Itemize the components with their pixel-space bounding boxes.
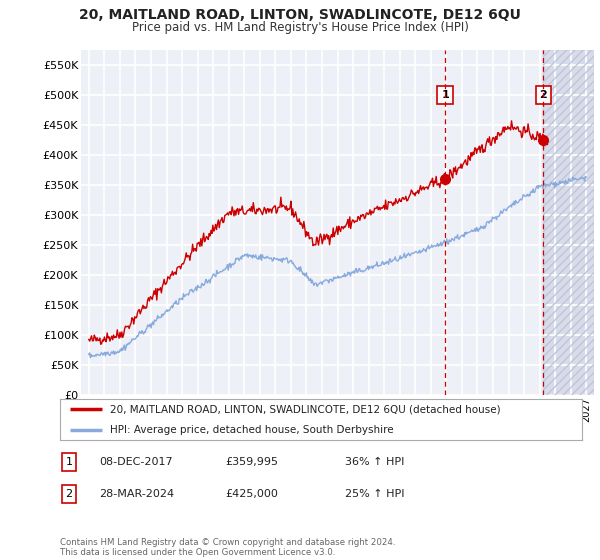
Text: 1: 1 (441, 90, 449, 100)
Text: £425,000: £425,000 (225, 489, 278, 499)
Text: Price paid vs. HM Land Registry's House Price Index (HPI): Price paid vs. HM Land Registry's House … (131, 21, 469, 34)
Text: 25% ↑ HPI: 25% ↑ HPI (345, 489, 404, 499)
Text: 2: 2 (65, 489, 73, 499)
Text: 36% ↑ HPI: 36% ↑ HPI (345, 457, 404, 467)
Text: 08-DEC-2017: 08-DEC-2017 (99, 457, 173, 467)
Text: Contains HM Land Registry data © Crown copyright and database right 2024.
This d: Contains HM Land Registry data © Crown c… (60, 538, 395, 557)
Bar (544, 50, 594, 395)
Text: £359,995: £359,995 (225, 457, 278, 467)
Bar (544, 50, 594, 395)
Text: 20, MAITLAND ROAD, LINTON, SWADLINCOTE, DE12 6QU: 20, MAITLAND ROAD, LINTON, SWADLINCOTE, … (79, 8, 521, 22)
Text: 20, MAITLAND ROAD, LINTON, SWADLINCOTE, DE12 6QU (detached house): 20, MAITLAND ROAD, LINTON, SWADLINCOTE, … (110, 404, 500, 414)
Text: 2: 2 (539, 90, 547, 100)
Text: 28-MAR-2024: 28-MAR-2024 (99, 489, 174, 499)
Text: 1: 1 (65, 457, 73, 467)
Text: HPI: Average price, detached house, South Derbyshire: HPI: Average price, detached house, Sout… (110, 424, 393, 435)
